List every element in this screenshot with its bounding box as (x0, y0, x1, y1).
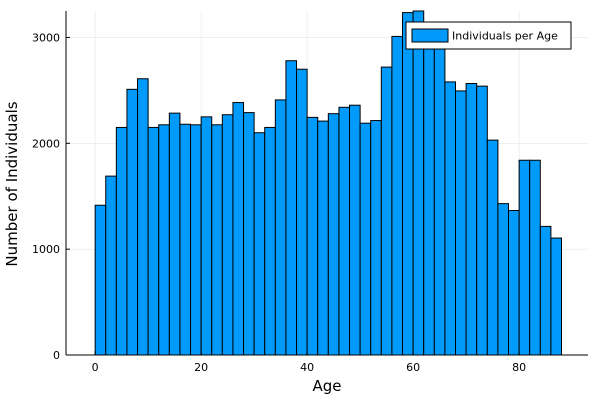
histogram-bar (455, 90, 467, 356)
histogram-bar (264, 126, 276, 356)
histogram-bar (433, 22, 446, 356)
histogram-bar (444, 81, 457, 356)
histogram-bar (359, 122, 372, 356)
histogram-bar (285, 60, 298, 356)
histogram-bar (550, 237, 563, 356)
histogram-bar (126, 88, 139, 356)
histogram-bar (391, 35, 404, 356)
histogram-bar (105, 175, 117, 356)
tick-labels: 0 20 40 60 80 0 1000 2000 3000 (32, 31, 526, 374)
y-tick-label: 2000 (32, 137, 60, 150)
histogram-bar (380, 66, 393, 356)
histogram-bar (465, 83, 478, 356)
y-tick-label: 0 (53, 349, 60, 362)
histogram-bar (274, 99, 287, 356)
x-axis-title: Age (312, 377, 341, 395)
y-tick-label: 1000 (32, 243, 60, 256)
histogram-bar (539, 225, 552, 356)
histogram-bar (137, 78, 149, 356)
histogram-bar (221, 114, 234, 356)
histogram-bar (370, 120, 382, 356)
legend: Individuals per Age (405, 21, 572, 50)
histogram-bar (211, 124, 223, 356)
x-tick-label: 80 (512, 361, 526, 374)
histogram-bar (486, 139, 499, 356)
histogram-bar (147, 126, 160, 356)
histogram-bar (412, 10, 425, 356)
x-tick-label: 60 (406, 361, 420, 374)
histogram-bar (306, 116, 319, 356)
histogram-bar (296, 68, 308, 356)
histogram-bar (158, 124, 170, 356)
x-tick-label: 20 (194, 361, 208, 374)
histogram-bar (317, 120, 329, 356)
histogram-bar (179, 123, 192, 356)
histogram-bar (508, 210, 520, 356)
histogram-bar (476, 85, 488, 356)
histogram-bar (349, 104, 361, 356)
legend-swatch (411, 28, 449, 43)
x-tick-label: 0 (92, 361, 99, 374)
histogram-bar (190, 124, 202, 356)
histogram-bar (232, 102, 245, 356)
histogram-bar (253, 132, 266, 356)
histogram-bar (200, 116, 213, 356)
y-axis-title: Number of Individuals (3, 101, 21, 266)
histogram-bar (529, 159, 541, 356)
x-tick-label: 40 (300, 361, 314, 374)
histogram-bars (94, 10, 563, 356)
histogram-bar (94, 204, 107, 356)
histogram-bar (168, 112, 181, 356)
histogram-bar (243, 112, 255, 356)
histogram-bar (497, 203, 510, 356)
legend-label: Individuals per Age (452, 30, 558, 43)
y-tick-label: 3000 (32, 31, 60, 44)
histogram-bar (338, 106, 351, 356)
histogram-bar (518, 159, 531, 356)
histogram-bar (402, 12, 414, 356)
histogram-bar (327, 113, 340, 356)
axes (65, 11, 588, 356)
histogram-bar (423, 22, 435, 356)
histogram-bar (115, 126, 128, 356)
